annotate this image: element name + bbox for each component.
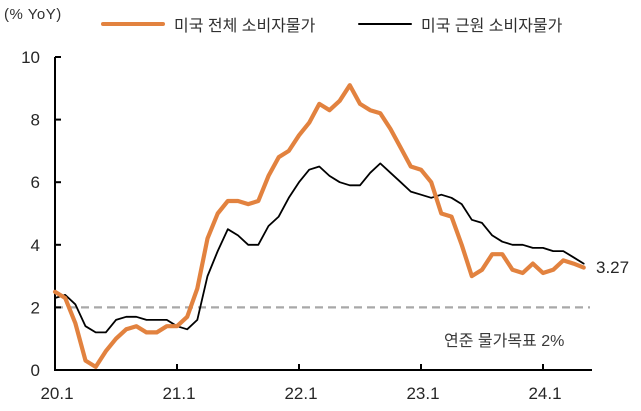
series-line-headline-cpi bbox=[52, 83, 586, 369]
legend: 미국 전체 소비자물가 미국 근원 소비자물가 bbox=[0, 0, 641, 36]
legend-swatch-headline-cpi bbox=[101, 22, 165, 26]
legend-item-headline-cpi: 미국 전체 소비자물가 bbox=[101, 12, 315, 36]
x-tick-label: 22.1 bbox=[284, 384, 317, 403]
legend-swatch-core-cpi bbox=[358, 23, 412, 25]
legend-label-core-cpi: 미국 근원 소비자물가 bbox=[421, 18, 563, 35]
end-value-label: 3.27 bbox=[596, 258, 629, 277]
x-tick-label: 21.1 bbox=[162, 384, 195, 403]
fed-target-annotation: 연준 물가목표 2% bbox=[444, 332, 564, 350]
legend-label-headline-cpi: 미국 전체 소비자물가 bbox=[174, 18, 316, 35]
y-tick-label: 8 bbox=[31, 111, 40, 130]
y-tick-label: 10 bbox=[21, 48, 40, 67]
legend-item-core-cpi: 미국 근원 소비자물가 bbox=[358, 12, 562, 36]
y-tick-label: 2 bbox=[31, 298, 40, 317]
y-axis-unit-label: (% YoY) bbox=[4, 6, 62, 23]
x-tick-label: 20.1 bbox=[40, 384, 73, 403]
y-tick-label: 0 bbox=[31, 361, 40, 380]
series-line-core-cpi bbox=[54, 162, 585, 334]
x-tick-label: 23.1 bbox=[406, 384, 439, 403]
y-tick-label: 6 bbox=[31, 173, 40, 192]
x-tick-label: 24.1 bbox=[528, 384, 561, 403]
y-tick-label: 4 bbox=[31, 236, 40, 255]
